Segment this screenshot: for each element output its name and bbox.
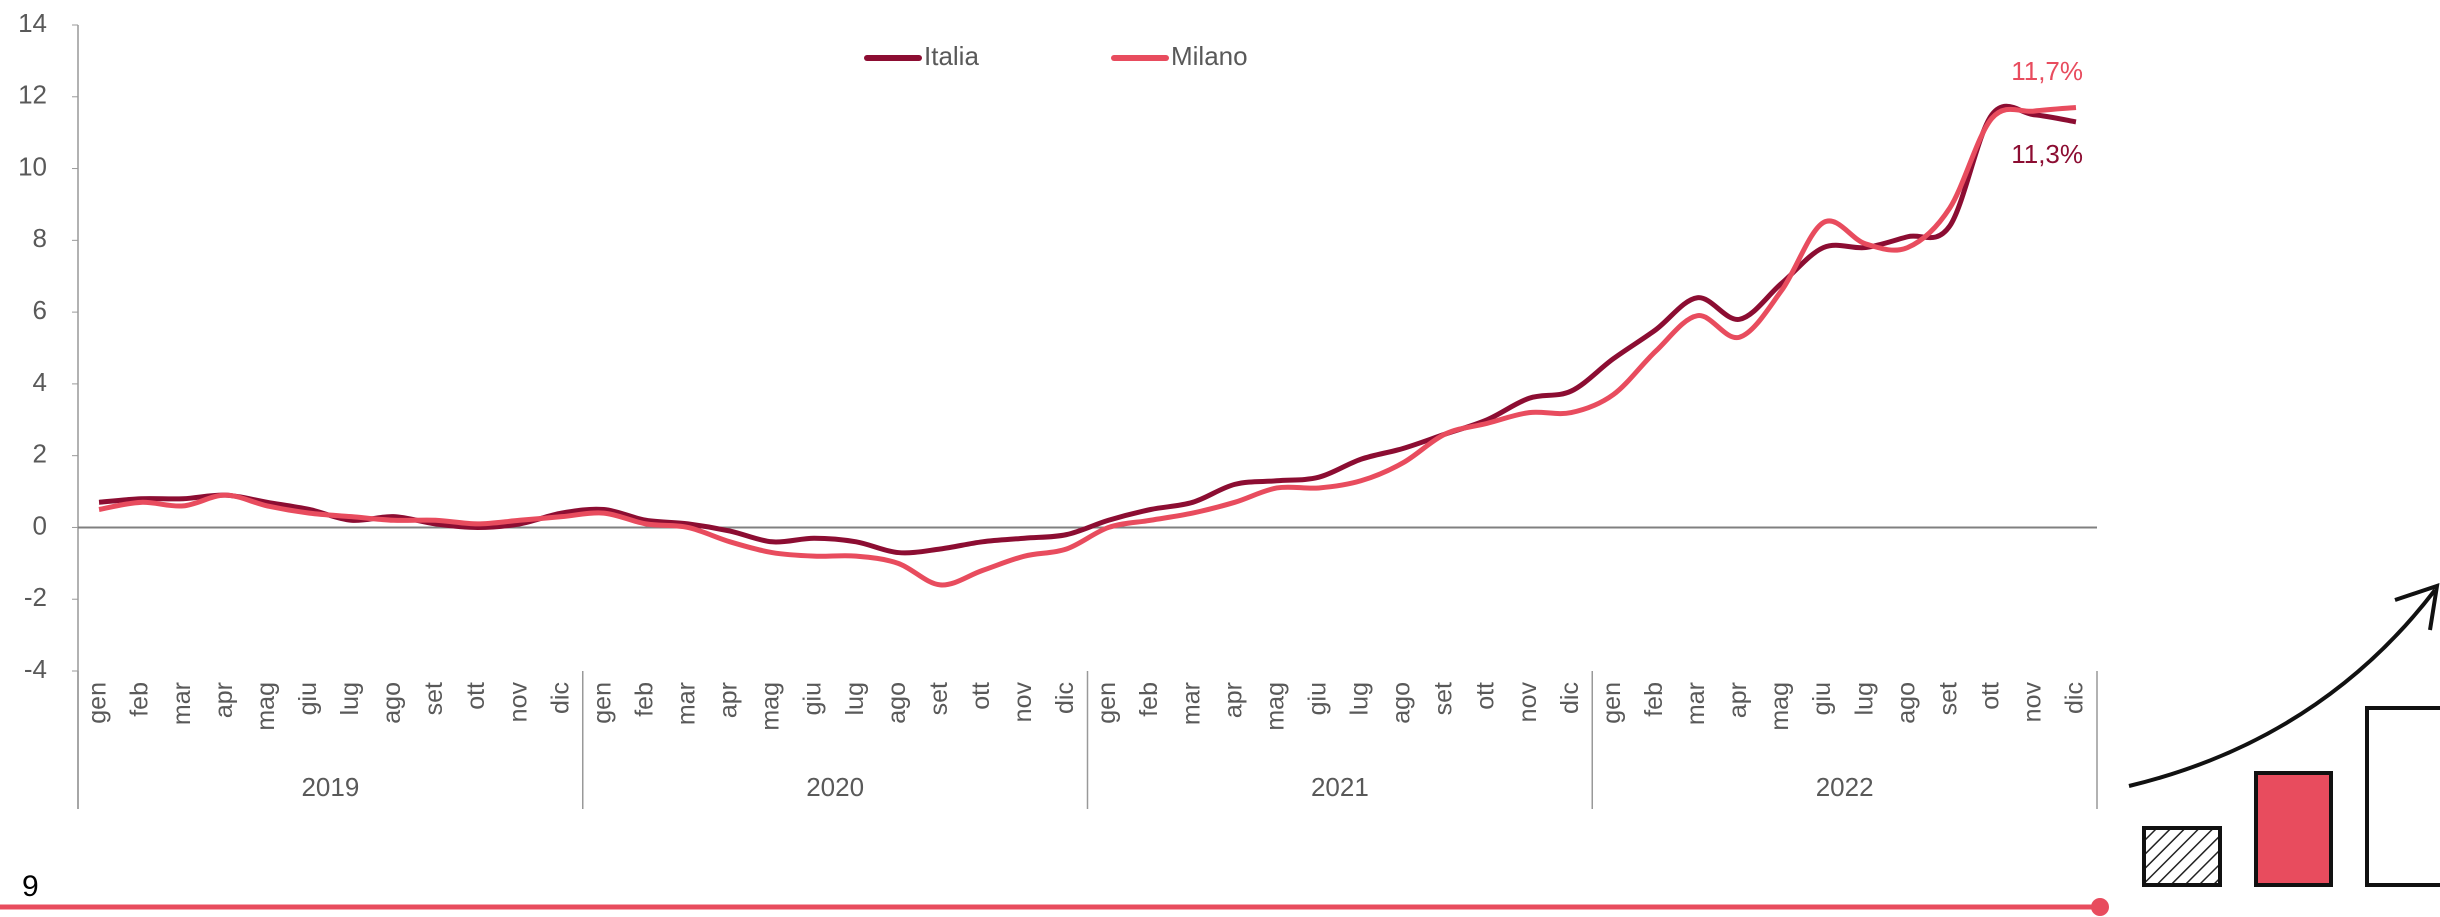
x-tick-label: apr: [210, 682, 238, 718]
icon-box: [2365, 706, 2440, 887]
year-label: 2020: [806, 772, 864, 802]
x-tick-label: mag: [1261, 682, 1289, 731]
data-label: 11,3%: [2011, 139, 2083, 169]
x-tick-label: ott: [462, 682, 490, 710]
x-tick-label: apr: [715, 682, 743, 718]
x-tick-label: mag: [757, 682, 785, 731]
y-tick-label: 12: [18, 80, 47, 110]
x-tick-label: nov: [504, 682, 532, 723]
data-label: 11,7%: [2011, 56, 2083, 86]
x-tick-label: feb: [630, 682, 658, 717]
x-tick-label: ago: [378, 682, 406, 724]
year-label: 2022: [1816, 772, 1874, 802]
x-tick-label: ago: [883, 682, 911, 724]
x-tick-label: ago: [1388, 682, 1416, 724]
x-tick-label: nov: [2019, 682, 2047, 723]
x-tick-label: gen: [588, 682, 616, 724]
y-tick-label: 2: [33, 439, 47, 469]
y-tick-label: 6: [33, 295, 47, 325]
x-tick-label: feb: [1135, 682, 1163, 717]
y-tick-label: -4: [24, 654, 47, 684]
x-tick-label: mar: [1682, 682, 1710, 725]
x-tick-label: feb: [1640, 682, 1668, 717]
x-tick-label: apr: [1219, 682, 1247, 718]
page-number: 9: [22, 870, 39, 903]
icon-box: [2254, 771, 2333, 887]
y-tick-label: 4: [33, 367, 47, 397]
x-tick-label: giu: [294, 682, 322, 715]
x-tick-label: mag: [1766, 682, 1794, 731]
x-tick-label: ott: [1472, 682, 1500, 710]
decoration: [2128, 583, 2440, 887]
x-tick-label: mar: [673, 682, 701, 725]
x-tick-label: gen: [1093, 682, 1121, 724]
x-tick-label: nov: [1514, 682, 1542, 723]
icon-arrow: [2394, 583, 2440, 631]
footer-dot: [2091, 898, 2109, 916]
year-label: 2021: [1311, 772, 1369, 802]
x-tick-label: set: [1934, 682, 1962, 715]
x-tick-label: ott: [967, 682, 995, 710]
x-tick-label: lug: [1850, 682, 1878, 715]
x-tick-label: giu: [799, 682, 827, 715]
x-tick-label: giu: [1303, 682, 1331, 715]
x-tick-label: dic: [1051, 682, 1079, 714]
x-tick-label: ago: [1892, 682, 1920, 724]
y-tick-label: 14: [18, 8, 47, 38]
x-tick-label: dic: [1556, 682, 1584, 714]
x-tick-label: gen: [84, 682, 112, 724]
x-tick-label: lug: [1346, 682, 1374, 715]
y-tick-label: 10: [18, 151, 47, 181]
x-tick-label: ott: [1976, 682, 2004, 710]
legend-label: Milano: [1171, 41, 1248, 71]
x-tick-label: set: [925, 682, 953, 715]
x-tick-label: mag: [252, 682, 280, 731]
x-tick-label: feb: [126, 682, 154, 717]
x-tick-label: set: [1430, 682, 1458, 715]
x-tick-label: apr: [1724, 682, 1752, 718]
x-tick-label: set: [420, 682, 448, 715]
x-tick-label: lug: [841, 682, 869, 715]
series-line: [98, 103, 2077, 556]
x-tick-label: mar: [1177, 682, 1205, 725]
x-tick-label: mar: [168, 682, 196, 725]
year-label: 2019: [301, 772, 359, 802]
x-tick-label: lug: [336, 682, 364, 715]
y-tick-label: 8: [33, 223, 47, 253]
icon-arrow: [2128, 588, 2437, 788]
icon-box: [2142, 826, 2222, 887]
series-line: [98, 105, 2077, 588]
x-tick-label: dic: [2061, 682, 2089, 714]
y-tick-label: 0: [33, 510, 47, 540]
x-tick-label: gen: [1598, 682, 1626, 724]
legend-label: Italia: [924, 41, 979, 71]
x-tick-label: nov: [1009, 682, 1037, 723]
x-tick-label: giu: [1808, 682, 1836, 715]
x-tick-label: dic: [546, 682, 574, 714]
y-tick-label: -2: [24, 582, 47, 612]
